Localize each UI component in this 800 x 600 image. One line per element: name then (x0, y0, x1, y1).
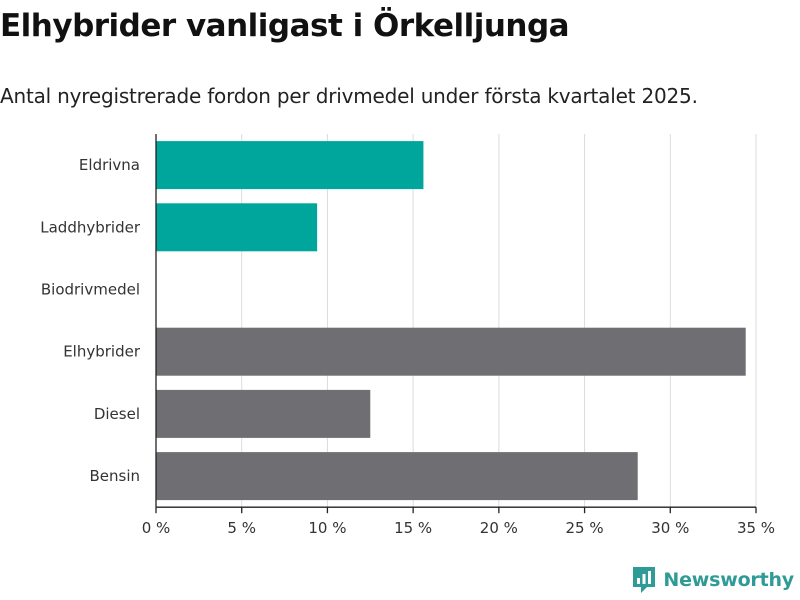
bar-bensin (156, 452, 638, 501)
chart-title: Elhybrider vanligast i Örkelljunga (0, 8, 570, 44)
category-label-eldrivna: Eldrivna (79, 156, 140, 174)
gridlines (241, 134, 757, 508)
x-tick-label-35: 35 % (737, 519, 775, 537)
category-label-diesel: Diesel (94, 405, 140, 423)
x-axis: 0 % 5 % 10 % 15 % 20 % 25 % 30 % 35 % (142, 134, 775, 537)
newsworthy-logo-icon (633, 567, 656, 593)
bar-chart: Eldrivna Laddhybrider Biodrivmedel Elhybrid… (40, 134, 775, 537)
x-tick-label-15: 15 % (394, 519, 432, 537)
x-tick-label-30: 30 % (651, 519, 689, 537)
x-tick-label-20: 20 % (480, 519, 518, 537)
category-label-bensin: Bensin (89, 467, 140, 485)
category-label-laddhybrider: Laddhybrider (40, 218, 141, 236)
bars (156, 141, 746, 501)
bar-elhybrider (156, 327, 746, 376)
x-tick-label-25: 25 % (566, 519, 604, 537)
x-tick-label-0: 0 % (142, 519, 171, 537)
x-tick-label-5: 5 % (227, 519, 256, 537)
bar-laddhybrider (156, 203, 318, 252)
category-labels: Eldrivna Laddhybrider Biodrivmedel Elhybrid… (40, 156, 141, 485)
x-tick-label-10: 10 % (308, 519, 346, 537)
bar-diesel (156, 389, 371, 438)
chart-subtitle: Antal nyregistrerade fordon per drivmede… (0, 84, 698, 108)
newsworthy-logo: Newsworthy (631, 564, 794, 596)
logo-text: Newsworthy (663, 569, 794, 591)
bar-eldrivna (156, 141, 424, 190)
category-label-biodrivmedel: Biodrivmedel (41, 281, 140, 299)
category-label-elhybrider: Elhybrider (63, 343, 141, 361)
